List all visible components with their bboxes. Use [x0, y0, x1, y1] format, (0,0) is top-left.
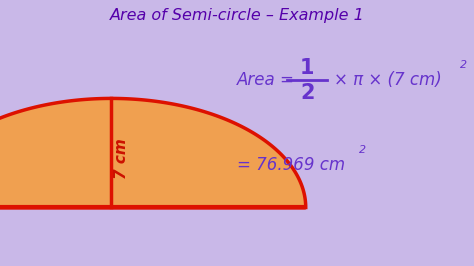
Text: 2: 2 [359, 145, 366, 155]
Text: = 76.969 cm: = 76.969 cm [237, 156, 345, 174]
Text: Area =: Area = [237, 71, 300, 89]
Text: 2: 2 [300, 83, 314, 103]
Text: 1: 1 [300, 58, 314, 78]
Polygon shape [0, 98, 306, 207]
Text: 2: 2 [460, 60, 467, 70]
Text: 7 cm: 7 cm [114, 138, 129, 179]
Text: × π × (7 cm): × π × (7 cm) [334, 71, 442, 89]
Text: Area of Semi-circle – Example 1: Area of Semi-circle – Example 1 [109, 8, 365, 23]
